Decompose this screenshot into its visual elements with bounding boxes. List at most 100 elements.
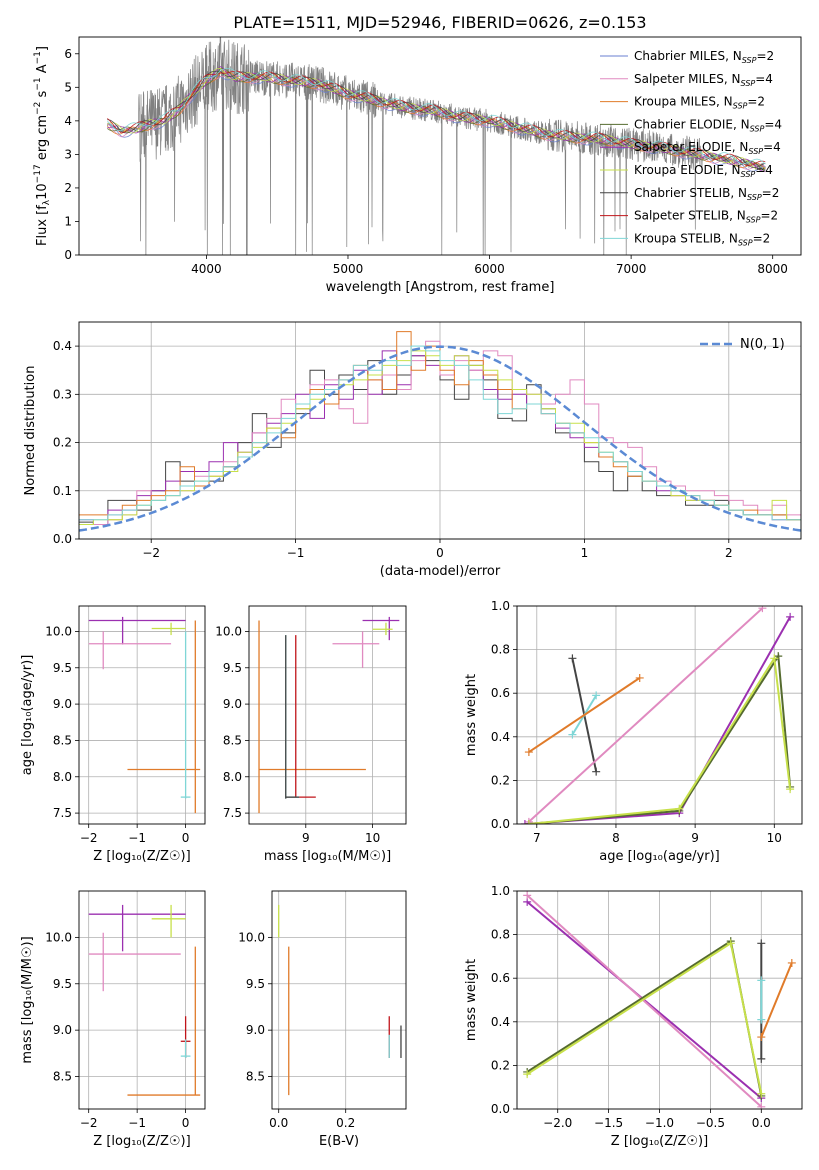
weight-line-salpeter_elodie	[524, 616, 791, 824]
panel-z_mass_weight: −2.0 −1.5 −1.0 −0.5 0.0 0.0 0.2 0.4 0.6 0.8 1.0 Z […	[464, 884, 803, 1149]
weight-point-kroupa_stelib	[568, 730, 577, 739]
y-tick-label: 0.8	[491, 928, 510, 942]
y-tick-label: 1.0	[491, 884, 510, 898]
y-tick-label: 1	[64, 214, 72, 228]
y-tick-label: 0.8	[491, 643, 510, 657]
x-tick-label: −2	[142, 546, 160, 560]
y-tick-label: 0.2	[53, 436, 72, 450]
panel-mass_vs_age: 9 10 7.5 8.0 8.5 9.0 9.5 10.0 mass [log₁₀(M/M☉)]	[215, 605, 407, 864]
y-tick-label: 0	[64, 248, 72, 262]
plot-area	[88, 904, 201, 1096]
y-tick-label: 7.5	[53, 806, 72, 820]
weight-line-chabrier_elodie	[528, 653, 792, 824]
x-tick-label: 7	[533, 831, 541, 845]
x-tick-label: 10	[365, 831, 380, 845]
legend-label-chabrier_miles: Chabrier MILES, NSSP=2	[634, 49, 774, 65]
x-tick-label: 0.0	[752, 1116, 771, 1130]
y-axis-label: mass weight	[464, 959, 479, 1041]
legend-label-chabrier_elodie: Chabrier ELODIE, NSSP=4	[634, 117, 782, 133]
y-tick-label: 9.0	[53, 697, 72, 711]
y-tick-label: 4	[64, 114, 72, 128]
y-tick-label: 6	[64, 47, 72, 61]
legend-label-chabrier_stelib: Chabrier STELIB, NSSP=2	[634, 186, 779, 202]
y-tick-label: 0.4	[491, 730, 510, 744]
y-tick-label: 8.5	[223, 733, 242, 747]
y-tick-label: 0.4	[491, 1015, 510, 1029]
plot-area	[106, 37, 766, 255]
weight-line-kroupa_elodie	[528, 655, 792, 824]
y-tick-label: 10.0	[45, 930, 72, 944]
plot-area	[258, 616, 400, 814]
model-line-salpeter_miles	[107, 74, 766, 170]
axes-frame	[516, 605, 803, 825]
y-tick-label: 0.0	[53, 532, 72, 546]
y-tick-label: 0.4	[53, 339, 72, 353]
x-tick-label: 7000	[616, 262, 647, 276]
x-tick-label: 10	[767, 831, 782, 845]
plot-area	[520, 606, 795, 824]
x-tick-label: 0	[436, 546, 444, 560]
x-tick-label: 8000	[757, 262, 788, 276]
panel-ebv_vs_mass: 0.0 0.2 8.5 9.0 9.5 10.0 E(B-V)	[238, 890, 407, 1149]
plot-area	[79, 331, 801, 539]
panel-age_mass_weight: 7 8 9 10 0.0 0.2 0.4 0.6 0.8 1.0 age [log₁₀(age/yr…	[464, 599, 803, 864]
model-line-kroupa_stelib	[106, 68, 766, 165]
axes-frame	[78, 890, 206, 1110]
x-tick-label: 6000	[474, 262, 505, 276]
y-tick-label: 0.0	[491, 1102, 510, 1116]
weight-point-salpeter_elodie	[520, 820, 529, 824]
y-tick-label: 0.6	[491, 686, 510, 700]
y-tick-label: 2	[64, 181, 72, 195]
panel-z_vs_age: −2 −1 0 7.5 8.0 8.5 9.0 9.5 10.0 Z [log₁₀(Z/Z☉)] a…	[20, 605, 206, 864]
axes-frame	[271, 890, 407, 1110]
weight-point-chabrier_stelib	[592, 767, 601, 776]
x-tick-label: 0	[182, 1116, 190, 1130]
y-tick-label: 9.5	[246, 977, 265, 991]
y-tick-label: 0.1	[53, 484, 72, 498]
x-axis-label: Z [log₁₀(Z/Z☉)]	[93, 1134, 190, 1149]
y-tick-label: 0.2	[491, 773, 510, 787]
weight-line-salpeter_miles	[528, 607, 764, 823]
x-tick-label: −2.0	[543, 1116, 572, 1130]
weight-point-kroupa_miles	[787, 958, 796, 967]
model-line-salpeter_elodie	[107, 66, 766, 172]
y-tick-label: 8.5	[246, 1070, 265, 1084]
legend-label-normal: N(0, 1)	[740, 337, 785, 352]
weight-point-kroupa_stelib	[592, 691, 601, 700]
plot-area	[278, 904, 402, 1096]
panel-z_vs_mass: −2 −1 0 8.5 9.0 9.5 10.0 Z [log₁₀(Z/Z☉)] mass [l…	[20, 890, 206, 1149]
axes-frame	[248, 605, 407, 825]
x-tick-label: 9	[302, 831, 310, 845]
weight-point-kroupa_miles	[635, 673, 644, 682]
y-tick-label: 9.0	[223, 697, 242, 711]
axes-frame	[78, 321, 802, 540]
weight-point-kroupa_miles	[757, 1033, 766, 1042]
weight-point-kroupa_elodie	[675, 804, 684, 813]
weight-line-kroupa_miles	[528, 677, 641, 753]
x-tick-label: 5000	[333, 262, 364, 276]
x-axis-label: mass [log₁₀(M/M☉)]	[264, 849, 391, 864]
weight-point-chabrier_stelib	[757, 1054, 766, 1063]
x-tick-label: −1	[128, 1116, 146, 1130]
y-tick-label: 9.5	[223, 661, 242, 675]
x-tick-label: 9	[691, 831, 699, 845]
y-axis-label: Normed distribution	[23, 366, 38, 496]
x-tick-label: 2	[725, 546, 733, 560]
weight-point-kroupa_elodie	[786, 785, 795, 794]
figure-title: PLATE=1511, MJD=52946, FIBERID=0626, z=0…	[233, 13, 646, 32]
panel-residuals: −2 −1 0 1 2 0.0 0.1 0.2 0.3 0.4 (data-model)/error…	[23, 321, 802, 579]
plot-area	[88, 616, 201, 814]
x-tick-label: −1	[128, 831, 146, 845]
x-tick-label: 0.0	[269, 1116, 288, 1130]
y-tick-label: 0.6	[491, 971, 510, 985]
y-tick-label: 9.5	[53, 977, 72, 991]
x-tick-label: 0	[182, 831, 190, 845]
y-tick-label: 0.2	[491, 1058, 510, 1072]
y-tick-label: 8.5	[53, 733, 72, 747]
y-tick-label: 10.0	[215, 624, 242, 638]
weight-point-salpeter_elodie	[786, 612, 795, 621]
legend-label-kroupa_elodie: Kroupa ELODIE, NSSP=4	[634, 163, 773, 179]
axes-frame	[78, 36, 802, 256]
weight-point-kroupa_elodie	[770, 654, 779, 663]
